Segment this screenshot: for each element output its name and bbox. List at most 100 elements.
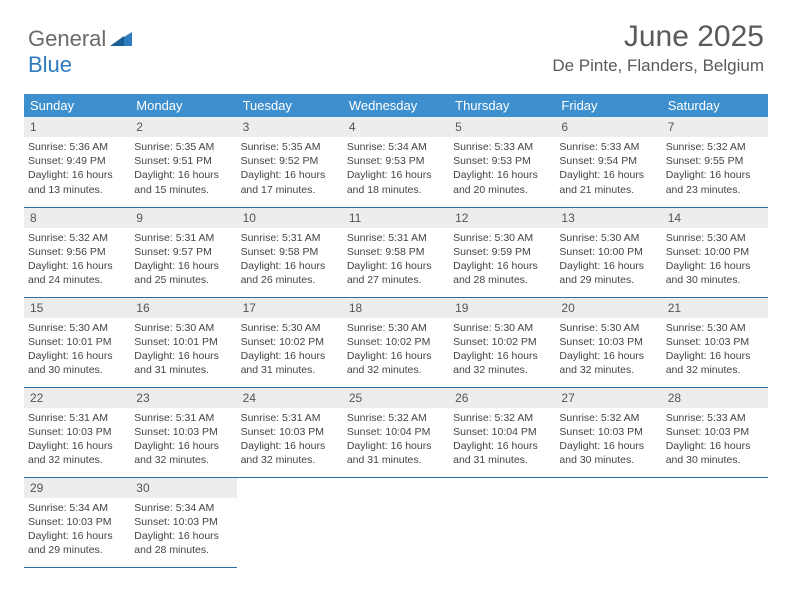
day-number: 7 — [662, 117, 768, 137]
day-cell: 24Sunrise: 5:31 AMSunset: 10:03 PMDaylig… — [237, 387, 343, 477]
title-block: June 2025 De Pinte, Flanders, Belgium — [552, 20, 764, 76]
month-title: June 2025 — [552, 20, 764, 54]
day-body: Sunrise: 5:32 AMSunset: 9:55 PMDaylight:… — [662, 137, 768, 203]
day-number: 28 — [662, 388, 768, 408]
logo-triangle-icon — [110, 30, 132, 46]
day-body: Sunrise: 5:35 AMSunset: 9:51 PMDaylight:… — [130, 137, 236, 203]
day-number: 27 — [555, 388, 661, 408]
day-cell: 23Sunrise: 5:31 AMSunset: 10:03 PMDaylig… — [130, 387, 236, 477]
day-cell: 2Sunrise: 5:35 AMSunset: 9:51 PMDaylight… — [130, 117, 236, 207]
empty-cell — [662, 477, 768, 567]
day-body: Sunrise: 5:30 AMSunset: 10:02 PMDaylight… — [449, 318, 555, 384]
day-number: 2 — [130, 117, 236, 137]
day-number: 3 — [237, 117, 343, 137]
day-body: Sunrise: 5:30 AMSunset: 10:03 PMDaylight… — [662, 318, 768, 384]
day-number: 22 — [24, 388, 130, 408]
day-cell: 7Sunrise: 5:32 AMSunset: 9:55 PMDaylight… — [662, 117, 768, 207]
day-number: 26 — [449, 388, 555, 408]
day-body: Sunrise: 5:32 AMSunset: 9:56 PMDaylight:… — [24, 228, 130, 294]
empty-cell — [343, 477, 449, 567]
day-number: 21 — [662, 298, 768, 318]
day-cell: 9Sunrise: 5:31 AMSunset: 9:57 PMDaylight… — [130, 207, 236, 297]
day-number: 14 — [662, 208, 768, 228]
day-number: 29 — [24, 478, 130, 498]
day-cell: 13Sunrise: 5:30 AMSunset: 10:00 PMDaylig… — [555, 207, 661, 297]
day-body: Sunrise: 5:30 AMSunset: 10:01 PMDaylight… — [130, 318, 236, 384]
day-cell: 28Sunrise: 5:33 AMSunset: 10:03 PMDaylig… — [662, 387, 768, 477]
dayhead-thursday: Thursday — [449, 94, 555, 117]
day-cell: 4Sunrise: 5:34 AMSunset: 9:53 PMDaylight… — [343, 117, 449, 207]
day-body: Sunrise: 5:30 AMSunset: 10:00 PMDaylight… — [662, 228, 768, 294]
day-cell: 6Sunrise: 5:33 AMSunset: 9:54 PMDaylight… — [555, 117, 661, 207]
day-number: 6 — [555, 117, 661, 137]
day-cell: 18Sunrise: 5:30 AMSunset: 10:02 PMDaylig… — [343, 297, 449, 387]
day-number: 25 — [343, 388, 449, 408]
dayhead-sunday: Sunday — [24, 94, 130, 117]
day-cell: 17Sunrise: 5:30 AMSunset: 10:02 PMDaylig… — [237, 297, 343, 387]
calendar-table: SundayMondayTuesdayWednesdayThursdayFrid… — [24, 94, 768, 568]
day-cell: 30Sunrise: 5:34 AMSunset: 10:03 PMDaylig… — [130, 477, 236, 567]
day-cell: 19Sunrise: 5:30 AMSunset: 10:02 PMDaylig… — [449, 297, 555, 387]
day-body: Sunrise: 5:31 AMSunset: 9:57 PMDaylight:… — [130, 228, 236, 294]
day-cell: 14Sunrise: 5:30 AMSunset: 10:00 PMDaylig… — [662, 207, 768, 297]
week-row: 29Sunrise: 5:34 AMSunset: 10:03 PMDaylig… — [24, 477, 768, 567]
day-body: Sunrise: 5:36 AMSunset: 9:49 PMDaylight:… — [24, 137, 130, 203]
day-number: 20 — [555, 298, 661, 318]
day-number: 15 — [24, 298, 130, 318]
day-body: Sunrise: 5:32 AMSunset: 10:04 PMDaylight… — [449, 408, 555, 474]
day-number: 24 — [237, 388, 343, 408]
day-cell: 22Sunrise: 5:31 AMSunset: 10:03 PMDaylig… — [24, 387, 130, 477]
week-row: 1Sunrise: 5:36 AMSunset: 9:49 PMDaylight… — [24, 117, 768, 207]
day-number: 8 — [24, 208, 130, 228]
day-body: Sunrise: 5:31 AMSunset: 9:58 PMDaylight:… — [237, 228, 343, 294]
day-body: Sunrise: 5:30 AMSunset: 10:00 PMDaylight… — [555, 228, 661, 294]
header: General Blue June 2025 De Pinte, Flander… — [0, 0, 792, 86]
day-body: Sunrise: 5:32 AMSunset: 10:03 PMDaylight… — [555, 408, 661, 474]
day-number: 17 — [237, 298, 343, 318]
day-number: 19 — [449, 298, 555, 318]
day-cell: 8Sunrise: 5:32 AMSunset: 9:56 PMDaylight… — [24, 207, 130, 297]
week-row: 15Sunrise: 5:30 AMSunset: 10:01 PMDaylig… — [24, 297, 768, 387]
dayhead-friday: Friday — [555, 94, 661, 117]
day-cell: 16Sunrise: 5:30 AMSunset: 10:01 PMDaylig… — [130, 297, 236, 387]
day-cell: 10Sunrise: 5:31 AMSunset: 9:58 PMDayligh… — [237, 207, 343, 297]
day-body: Sunrise: 5:30 AMSunset: 10:03 PMDaylight… — [555, 318, 661, 384]
location: De Pinte, Flanders, Belgium — [552, 56, 764, 76]
day-body: Sunrise: 5:34 AMSunset: 9:53 PMDaylight:… — [343, 137, 449, 203]
dayhead-tuesday: Tuesday — [237, 94, 343, 117]
day-number: 10 — [237, 208, 343, 228]
day-cell: 21Sunrise: 5:30 AMSunset: 10:03 PMDaylig… — [662, 297, 768, 387]
day-body: Sunrise: 5:30 AMSunset: 10:01 PMDaylight… — [24, 318, 130, 384]
day-cell: 12Sunrise: 5:30 AMSunset: 9:59 PMDayligh… — [449, 207, 555, 297]
day-cell: 3Sunrise: 5:35 AMSunset: 9:52 PMDaylight… — [237, 117, 343, 207]
day-body: Sunrise: 5:34 AMSunset: 10:03 PMDaylight… — [24, 498, 130, 564]
day-body: Sunrise: 5:30 AMSunset: 10:02 PMDaylight… — [237, 318, 343, 384]
day-cell: 25Sunrise: 5:32 AMSunset: 10:04 PMDaylig… — [343, 387, 449, 477]
week-row: 8Sunrise: 5:32 AMSunset: 9:56 PMDaylight… — [24, 207, 768, 297]
day-body: Sunrise: 5:30 AMSunset: 10:02 PMDaylight… — [343, 318, 449, 384]
day-number: 4 — [343, 117, 449, 137]
dayhead-wednesday: Wednesday — [343, 94, 449, 117]
logo-text-blue: Blue — [28, 52, 72, 77]
day-cell: 29Sunrise: 5:34 AMSunset: 10:03 PMDaylig… — [24, 477, 130, 567]
week-row: 22Sunrise: 5:31 AMSunset: 10:03 PMDaylig… — [24, 387, 768, 477]
day-body: Sunrise: 5:34 AMSunset: 10:03 PMDaylight… — [130, 498, 236, 564]
day-number: 1 — [24, 117, 130, 137]
day-number: 23 — [130, 388, 236, 408]
day-body: Sunrise: 5:31 AMSunset: 10:03 PMDaylight… — [24, 408, 130, 474]
day-number: 12 — [449, 208, 555, 228]
day-body: Sunrise: 5:32 AMSunset: 10:04 PMDaylight… — [343, 408, 449, 474]
day-cell: 5Sunrise: 5:33 AMSunset: 9:53 PMDaylight… — [449, 117, 555, 207]
logo: General Blue — [28, 20, 132, 78]
day-number: 30 — [130, 478, 236, 498]
day-body: Sunrise: 5:33 AMSunset: 9:53 PMDaylight:… — [449, 137, 555, 203]
logo-text-general: General — [28, 26, 106, 51]
day-number: 13 — [555, 208, 661, 228]
day-body: Sunrise: 5:35 AMSunset: 9:52 PMDaylight:… — [237, 137, 343, 203]
day-cell: 26Sunrise: 5:32 AMSunset: 10:04 PMDaylig… — [449, 387, 555, 477]
dayhead-row: SundayMondayTuesdayWednesdayThursdayFrid… — [24, 94, 768, 117]
day-number: 18 — [343, 298, 449, 318]
day-number: 16 — [130, 298, 236, 318]
day-cell: 11Sunrise: 5:31 AMSunset: 9:58 PMDayligh… — [343, 207, 449, 297]
day-cell: 20Sunrise: 5:30 AMSunset: 10:03 PMDaylig… — [555, 297, 661, 387]
